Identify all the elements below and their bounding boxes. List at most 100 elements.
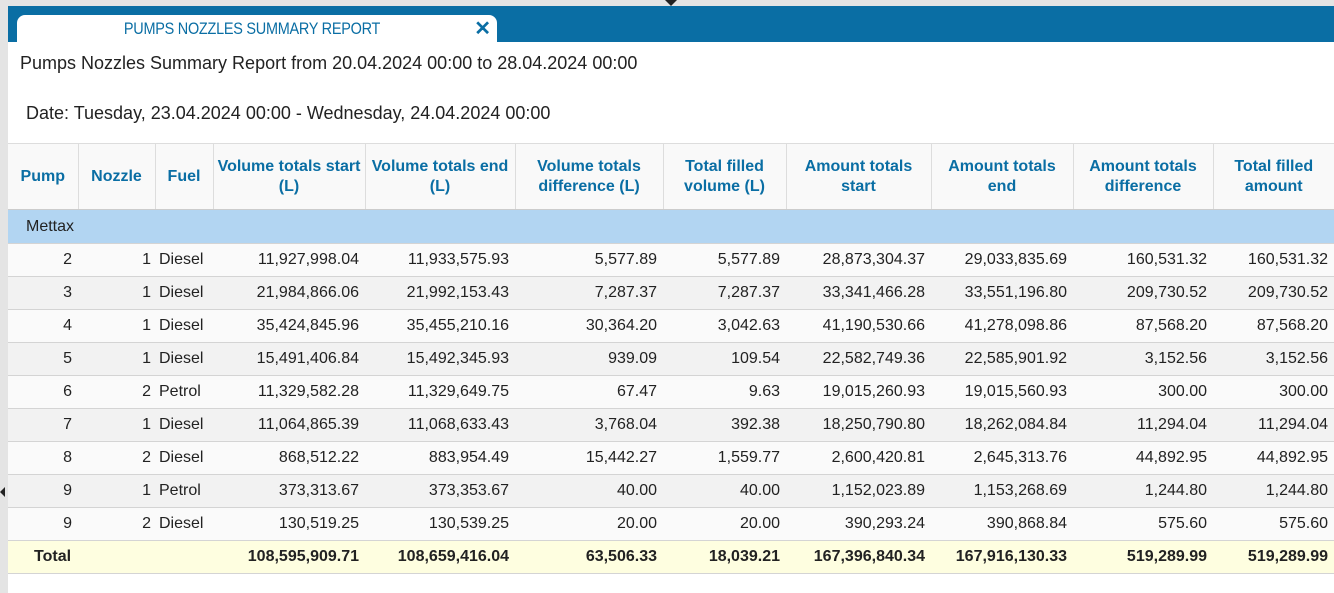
fuel-cell: Diesel <box>155 243 213 277</box>
volume-start-cell: 11,329,582.28 <box>213 375 365 409</box>
amount-diff-cell: 1,244.80 <box>1073 474 1213 508</box>
column-header[interactable]: Amount totals start <box>785 143 931 210</box>
volume-start-cell: 868,512.22 <box>213 441 365 475</box>
report-title: Pumps Nozzles Summary Report from 20.04.… <box>20 53 638 73</box>
table-row[interactable]: 2 1 Diesel 11,927,998.04 11,933,575.93 5,577.… <box>8 243 1334 277</box>
filled-amount-cell: 44,892.95 <box>1213 441 1334 475</box>
total-amount-end-cell: 167,916,130.33 <box>931 540 1073 574</box>
tab-pumps-nozzles-summary-report[interactable]: PUMPS NOZZLES SUMMARY REPORT ✕ <box>17 15 497 42</box>
volume-end-cell: 15,492,345.93 <box>365 342 515 376</box>
volume-end-cell: 21,992,153.43 <box>365 276 515 310</box>
volume-diff-cell: 939.09 <box>515 342 663 376</box>
column-header[interactable]: Total filled volume (L) <box>662 143 786 210</box>
filled-volume-cell: 20.00 <box>663 507 786 541</box>
nozzle-cell: 2 <box>78 507 155 541</box>
volume-start-cell: 15,491,406.84 <box>213 342 365 376</box>
total-volume-start-cell: 108,595,909.71 <box>213 540 365 574</box>
volume-diff-cell: 30,364.20 <box>515 309 663 343</box>
column-header[interactable]: Volume totals difference (L) <box>514 143 663 210</box>
table-row[interactable]: 8 2 Diesel 868,512.22 883,954.49 15,442.27 1,5… <box>8 441 1334 475</box>
total-amount-start-cell: 167,396,840.34 <box>786 540 931 574</box>
nozzle-cell: 1 <box>78 309 155 343</box>
total-filled-volume-cell: 18,039.21 <box>663 540 786 574</box>
fuel-cell: Diesel <box>155 342 213 376</box>
amount-diff-cell: 209,730.52 <box>1073 276 1213 310</box>
nozzle-cell: 2 <box>78 375 155 409</box>
pump-cell: 9 <box>8 474 78 508</box>
column-header[interactable]: Total filled amount <box>1212 143 1334 210</box>
amount-end-cell: 22,585,901.92 <box>931 342 1073 376</box>
pump-cell: 9 <box>8 507 78 541</box>
table-row[interactable]: 9 2 Diesel 130,519.25 130,539.25 20.00 20.00 39… <box>8 507 1334 541</box>
volume-diff-cell: 40.00 <box>515 474 663 508</box>
filled-volume-cell: 9.63 <box>663 375 786 409</box>
report-panel: Pumps Nozzles Summary Report from 20.04.… <box>8 42 1334 593</box>
filled-amount-cell: 11,294.04 <box>1213 408 1334 442</box>
filled-amount-cell: 300.00 <box>1213 375 1334 409</box>
group-label: Mettax <box>8 209 1334 244</box>
table-row[interactable]: 6 2 Petrol 11,329,582.28 11,329,649.75 67.47 9… <box>8 375 1334 409</box>
volume-start-cell: 11,064,865.39 <box>213 408 365 442</box>
column-header[interactable]: Volume totals end (L) <box>364 143 515 210</box>
filled-amount-cell: 1,244.80 <box>1213 474 1334 508</box>
volume-end-cell: 130,539.25 <box>365 507 515 541</box>
amount-end-cell: 18,262,084.84 <box>931 408 1073 442</box>
column-header[interactable]: Amount totals end <box>930 143 1073 210</box>
pump-cell: 7 <box>8 408 78 442</box>
table-row[interactable]: 5 1 Diesel 15,491,406.84 15,492,345.93 939.09… <box>8 342 1334 376</box>
table-row[interactable]: 4 1 Diesel 35,424,845.96 35,455,210.16 30,364… <box>8 309 1334 343</box>
amount-end-cell: 29,033,835.69 <box>931 243 1073 277</box>
pump-cell: 2 <box>8 243 78 277</box>
volume-diff-cell: 3,768.04 <box>515 408 663 442</box>
summary-table: Pump Nozzle Fuel Volume totals start (L) Vol… <box>8 143 1334 574</box>
total-volume-diff-cell: 63,506.33 <box>515 540 663 574</box>
filled-volume-cell: 109.54 <box>663 342 786 376</box>
amount-start-cell: 2,600,420.81 <box>786 441 931 475</box>
pump-cell: 3 <box>8 276 78 310</box>
amount-diff-cell: 44,892.95 <box>1073 441 1213 475</box>
total-amount-diff-cell: 519,289.99 <box>1073 540 1213 574</box>
table-row[interactable]: 7 1 Diesel 11,064,865.39 11,068,633.43 3,768.… <box>8 408 1334 442</box>
amount-start-cell: 390,293.24 <box>786 507 931 541</box>
amount-start-cell: 41,190,530.66 <box>786 309 931 343</box>
volume-diff-cell: 67.47 <box>515 375 663 409</box>
amount-end-cell: 41,278,098.86 <box>931 309 1073 343</box>
amount-end-cell: 33,551,196.80 <box>931 276 1073 310</box>
filled-volume-cell: 40.00 <box>663 474 786 508</box>
table-row[interactable]: 9 1 Petrol 373,313.67 373,353.67 40.00 40.00 1,… <box>8 474 1334 508</box>
column-header[interactable]: Pump <box>8 143 78 210</box>
filled-amount-cell: 3,152.56 <box>1213 342 1334 376</box>
amount-diff-cell: 300.00 <box>1073 375 1213 409</box>
collapse-arrow-icon[interactable] <box>0 487 5 497</box>
amount-start-cell: 19,015,260.93 <box>786 375 931 409</box>
pump-cell: 8 <box>8 441 78 475</box>
close-icon[interactable]: ✕ <box>474 18 491 40</box>
column-header[interactable]: Fuel <box>154 143 213 210</box>
amount-start-cell: 18,250,790.80 <box>786 408 931 442</box>
amount-diff-cell: 11,294.04 <box>1073 408 1213 442</box>
column-header[interactable]: Nozzle <box>77 143 155 210</box>
pump-cell: 4 <box>8 309 78 343</box>
fuel-cell: Diesel <box>155 441 213 475</box>
filled-volume-cell: 5,577.89 <box>663 243 786 277</box>
fuel-cell: Diesel <box>155 276 213 310</box>
column-header[interactable]: Volume totals start (L) <box>212 143 365 210</box>
tab-title: PUMPS NOZZLES SUMMARY REPORT <box>123 19 381 38</box>
filled-volume-cell: 3,042.63 <box>663 309 786 343</box>
volume-start-cell: 35,424,845.96 <box>213 309 365 343</box>
column-header[interactable]: Amount totals difference <box>1072 143 1213 210</box>
amount-end-cell: 2,645,313.76 <box>931 441 1073 475</box>
volume-end-cell: 11,933,575.93 <box>365 243 515 277</box>
volume-start-cell: 130,519.25 <box>213 507 365 541</box>
nozzle-cell: 1 <box>78 408 155 442</box>
volume-diff-cell: 20.00 <box>515 507 663 541</box>
filled-amount-cell: 87,568.20 <box>1213 309 1334 343</box>
filled-volume-cell: 392.38 <box>663 408 786 442</box>
nozzle-cell: 1 <box>78 342 155 376</box>
volume-end-cell: 11,068,633.43 <box>365 408 515 442</box>
table-row[interactable]: 3 1 Diesel 21,984,866.06 21,992,153.43 7,287.… <box>8 276 1334 310</box>
volume-diff-cell: 5,577.89 <box>515 243 663 277</box>
volume-end-cell: 373,353.67 <box>365 474 515 508</box>
filled-volume-cell: 7,287.37 <box>663 276 786 310</box>
fuel-cell: Diesel <box>155 408 213 442</box>
